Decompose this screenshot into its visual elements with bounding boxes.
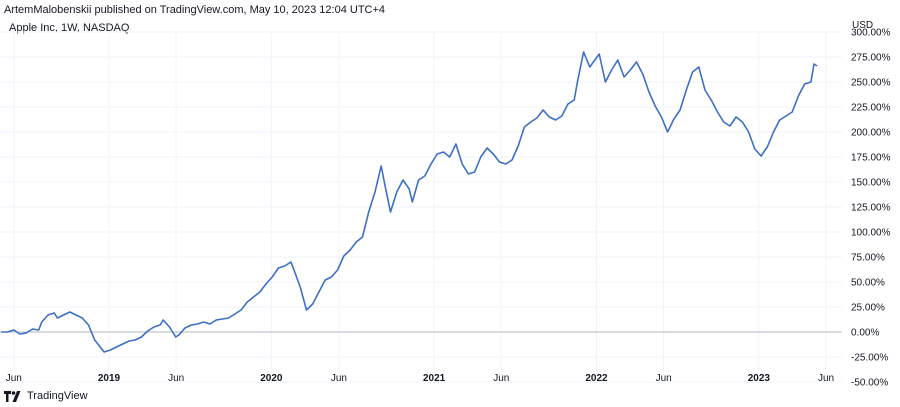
x-tick-label: Jun bbox=[493, 373, 509, 384]
y-tick-label: 300.00% bbox=[851, 28, 891, 39]
y-tick-label: 225.00% bbox=[851, 103, 891, 114]
x-tick-label: 2020 bbox=[260, 373, 283, 384]
x-tick-label: Jun bbox=[656, 373, 672, 384]
y-tick-label: 75.00% bbox=[851, 253, 885, 264]
x-tick-label: Jun bbox=[818, 373, 834, 384]
y-tick-label: 125.00% bbox=[851, 203, 891, 214]
x-tick-label: 2021 bbox=[423, 373, 446, 384]
y-tick-label: 200.00% bbox=[851, 128, 891, 139]
chart-title: Apple Inc, 1W, NASDAQ bbox=[9, 22, 130, 34]
y-tick-label: 150.00% bbox=[851, 178, 891, 189]
y-tick-label: 250.00% bbox=[851, 78, 891, 89]
y-tick-label: 25.00% bbox=[851, 303, 885, 314]
x-tick-label: Jun bbox=[168, 373, 184, 384]
grid bbox=[0, 31, 842, 383]
y-tick-label: 275.00% bbox=[851, 53, 891, 64]
y-tick-label: 0.00% bbox=[851, 328, 879, 339]
brand-text: TradingView bbox=[27, 390, 88, 402]
x-tick-label: Jun bbox=[6, 373, 22, 384]
y-tick-label: 50.00% bbox=[851, 278, 885, 289]
x-tick-label: 2023 bbox=[748, 373, 771, 384]
y-tick-label: 175.00% bbox=[851, 153, 891, 164]
tradingview-logo-icon bbox=[4, 390, 21, 402]
series-line[interactable] bbox=[1, 51, 818, 353]
y-tick-label: -50.00% bbox=[851, 378, 888, 389]
y-tick-label: 100.00% bbox=[851, 228, 891, 239]
x-tick-label: Jun bbox=[331, 373, 347, 384]
tradingview-brand[interactable]: TradingView bbox=[4, 390, 88, 402]
price-chart[interactable]: 300.00% 275.00% 250.00% 225.00% 200.00% 175.0… bbox=[0, 0, 900, 390]
publisher-line: ArtemMalobenskii published on TradingVie… bbox=[4, 4, 386, 16]
y-tick-label: -25.00% bbox=[851, 353, 888, 364]
x-tick-label: 2019 bbox=[98, 373, 121, 384]
y-axis: 300.00% 275.00% 250.00% 225.00% 200.00% 175.0… bbox=[851, 28, 891, 389]
x-tick-label: 2022 bbox=[585, 373, 608, 384]
currency-label: USD bbox=[852, 20, 874, 31]
x-axis: Jun 2019 Jun 2020 Jun 2021 Jun 2022 Jun 2023 Jun bbox=[6, 373, 834, 384]
